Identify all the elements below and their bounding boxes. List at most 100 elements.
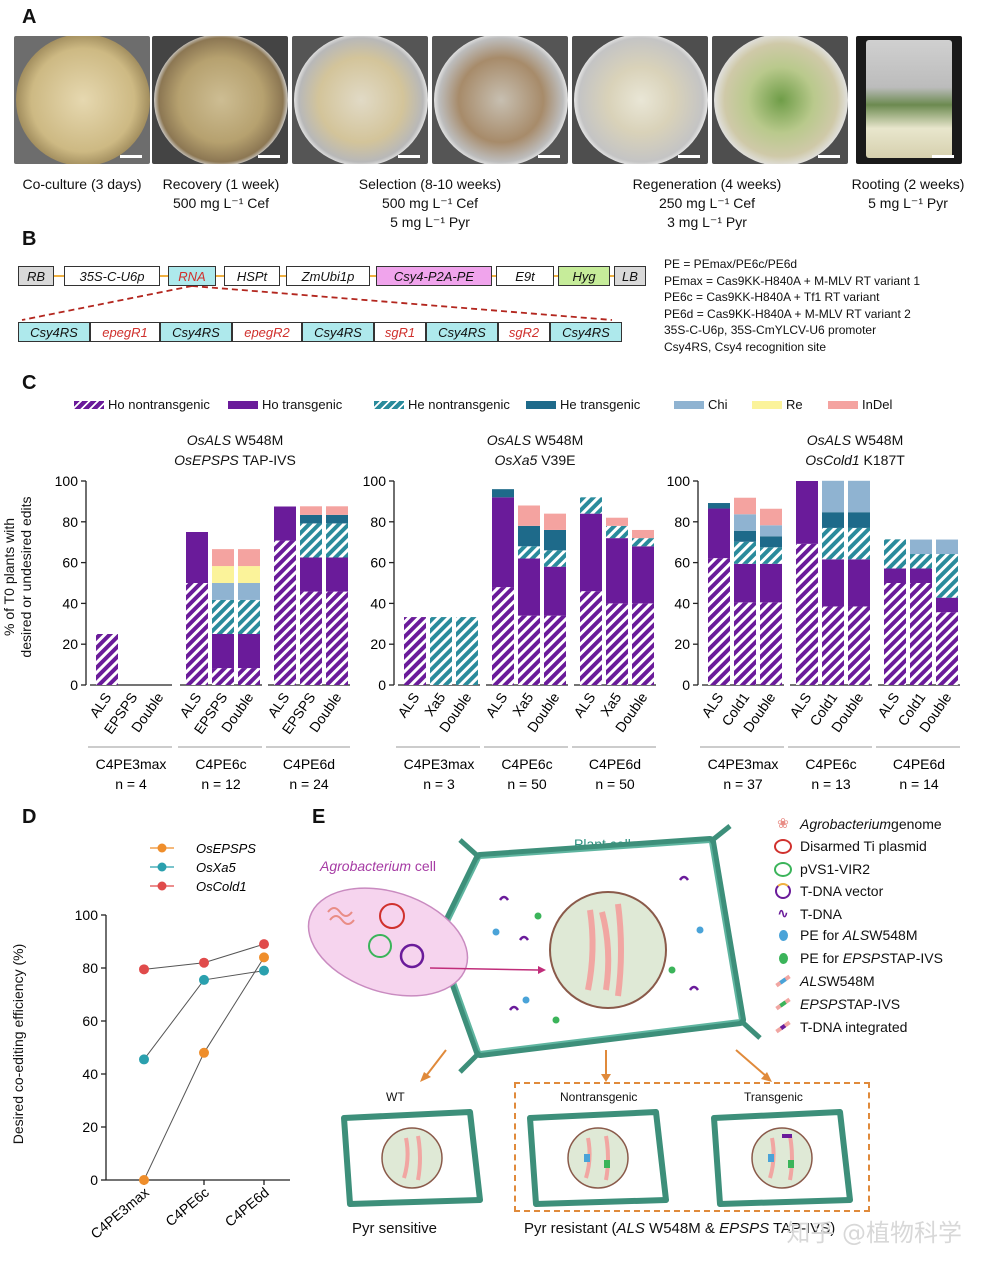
legend-ho-nontransgenic: Ho nontransgenic bbox=[74, 397, 210, 412]
legend-label: OsXa5 bbox=[196, 860, 237, 875]
bar-segment-ho_tr bbox=[734, 563, 756, 603]
tdna-icon: ∿ bbox=[777, 905, 789, 921]
legend-tdna-vector: T-DNA vector bbox=[772, 883, 883, 899]
data-point bbox=[199, 1047, 209, 1058]
bar-segment-he_tr bbox=[708, 503, 730, 509]
legend-tdna-integrated: T-DNA integrated bbox=[772, 1019, 907, 1035]
caption-selection: Selection (8-10 weeks) 500 mg L⁻¹ Cef 5 … bbox=[358, 176, 502, 230]
bar-segment-indel bbox=[212, 549, 234, 567]
bar-segment-he_tr bbox=[492, 489, 514, 498]
y-tick-label: 80 bbox=[674, 514, 690, 530]
chart-1-title: OsALS W548M OsEPSPS TAP-IVS bbox=[174, 432, 296, 468]
bar-segment-ho_tr bbox=[326, 557, 348, 592]
legend-genome: ❀ Agrobacterium genome bbox=[772, 815, 942, 832]
bar-segment-ho_non bbox=[238, 668, 260, 685]
agrobacterium-cell-icon bbox=[307, 887, 546, 997]
bar-segment-ho_non bbox=[300, 591, 322, 685]
bar-segment-he_non bbox=[910, 554, 932, 569]
group-name: C4PE6d bbox=[589, 756, 641, 772]
watermark: 知乎 @植物科学 bbox=[786, 1219, 962, 1247]
bar-segment-ho_non bbox=[910, 583, 932, 685]
legend-re: Re bbox=[752, 397, 803, 412]
bar-segment-he_non bbox=[456, 617, 478, 685]
bar-segment-ho_tr bbox=[632, 546, 654, 604]
legend-pe-epsps: PE for EPSPS TAP-IVS bbox=[772, 950, 943, 966]
legend-marker bbox=[157, 862, 167, 872]
tdna-vector-icon bbox=[772, 883, 794, 899]
bar-segment-ho_tr bbox=[518, 558, 540, 616]
y-tick-label: 0 bbox=[378, 677, 386, 693]
legend-als-locus: ALS W548M bbox=[772, 973, 875, 989]
bar-segment-he_tr bbox=[518, 525, 540, 547]
photo-selection-1 bbox=[292, 36, 428, 164]
bar-segment-indel bbox=[632, 529, 654, 539]
bar-segment-ho_non bbox=[544, 615, 566, 685]
bar-segment-indel bbox=[300, 506, 322, 515]
line-chart: 0 20 40 60 80 100 C4PE3max C4PE6c C4PE6d OsEPSPS O… bbox=[75, 841, 290, 1242]
bar-segment-ho_tr bbox=[708, 508, 730, 559]
group-name: C4PE6c bbox=[501, 756, 552, 772]
legend-ho-transgenic: Ho transgenic bbox=[228, 397, 342, 412]
data-point bbox=[139, 1054, 149, 1065]
y-tick-label: 0 bbox=[70, 677, 78, 693]
array-sgr1: sgR1 bbox=[374, 322, 426, 342]
panel-c-label: C bbox=[22, 372, 37, 394]
array-epegr2: epegR2 bbox=[232, 322, 302, 342]
construct-rna: RNA bbox=[168, 266, 216, 286]
daughter-cells bbox=[341, 1109, 853, 1207]
construct-legend: PE = PEmax/PE6c/PE6d PEmax = Cas9KK-H840… bbox=[664, 257, 921, 354]
construct-35s-c-u6p: 35S-C-U6p bbox=[64, 266, 160, 286]
bar-segment-he_non bbox=[544, 550, 566, 567]
bar-segment-he_non bbox=[848, 527, 870, 560]
group-n: n = 4 bbox=[115, 776, 147, 792]
group-n: n = 3 bbox=[423, 776, 455, 792]
group-name: C4PE3max bbox=[708, 756, 779, 772]
bar-segment-ho_tr bbox=[186, 532, 208, 583]
transgenic-label: Transgenic bbox=[744, 1090, 803, 1104]
caption-recovery: Recovery (1 week) 500 mg L⁻¹ Cef bbox=[162, 176, 280, 211]
bar-segment-he_tr bbox=[300, 514, 322, 524]
bar-segment-ho_non bbox=[936, 612, 958, 685]
genome-icon: ❀ bbox=[777, 815, 789, 831]
legend-indel: InDel bbox=[828, 397, 892, 412]
ti-plasmid-icon bbox=[772, 838, 794, 854]
photo-recovery bbox=[152, 36, 288, 164]
bar-segment-he_non bbox=[212, 599, 234, 634]
bar-segment-chi bbox=[822, 480, 844, 513]
bar-segment-ho_tr bbox=[238, 634, 260, 669]
panel-d-label: D bbox=[22, 806, 37, 828]
group-n: n = 50 bbox=[595, 776, 635, 792]
bar-segment-he_non bbox=[300, 523, 322, 558]
bar-segment-ho_tr bbox=[606, 538, 628, 604]
bar-segment-he_tr bbox=[326, 514, 348, 524]
array-csy4rs: Csy4RS bbox=[160, 322, 232, 342]
bar-segment-he_non bbox=[580, 497, 602, 514]
bar-segment-he_non bbox=[884, 539, 906, 569]
bar-segment-ho_non bbox=[274, 540, 296, 685]
y-tick-label: 0 bbox=[682, 677, 690, 693]
array-csy4rs: Csy4RS bbox=[18, 322, 90, 342]
x-tick-label: ALS bbox=[570, 690, 598, 721]
y-tick-label: 100 bbox=[363, 473, 387, 489]
construct-lb: LB bbox=[614, 266, 646, 286]
group-name: C4PE6c bbox=[805, 756, 856, 772]
legend-pe-als: PE for ALS W548M bbox=[772, 927, 918, 943]
construct-hyg: Hyg bbox=[558, 266, 610, 286]
y-tick-label: 60 bbox=[62, 555, 78, 571]
y-tick-label: 20 bbox=[82, 1119, 98, 1135]
y-tick-label: 100 bbox=[75, 907, 99, 923]
transformation-diagram bbox=[307, 824, 762, 1074]
bar-segment-he_non bbox=[734, 541, 756, 564]
bar-segment-he_tr bbox=[734, 530, 756, 542]
outcome-arrows bbox=[420, 1049, 772, 1082]
group-name: C4PE3max bbox=[404, 756, 475, 772]
x-tick-label: C4PE3max bbox=[87, 1184, 152, 1242]
caption-coculture: Co-culture (3 days) bbox=[22, 176, 142, 192]
bar-segment-re bbox=[212, 566, 234, 583]
legend-marker bbox=[157, 843, 167, 853]
bar-segment-ho_tr bbox=[884, 568, 906, 583]
x-tick-label: C4PE6d bbox=[222, 1184, 272, 1230]
data-point bbox=[199, 974, 209, 985]
array-sgr2: sgR2 bbox=[498, 322, 550, 342]
